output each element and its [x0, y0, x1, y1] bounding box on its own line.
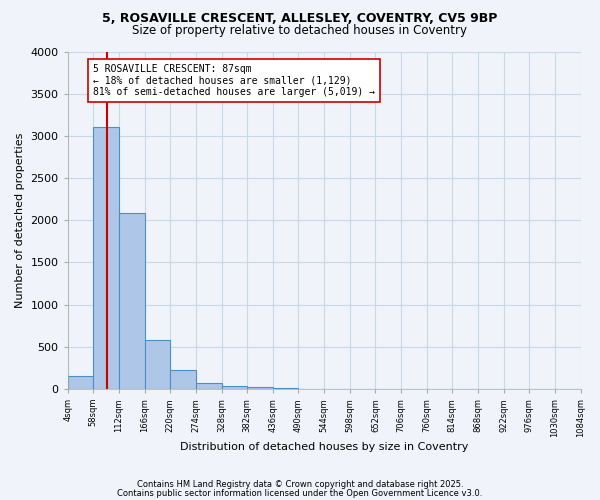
Bar	[273, 388, 298, 389]
Bar	[196, 384, 221, 389]
Bar	[221, 386, 247, 389]
Text: 5 ROSAVILLE CRESCENT: 87sqm
← 18% of detached houses are smaller (1,129)
81% of : 5 ROSAVILLE CRESCENT: 87sqm ← 18% of det…	[94, 64, 376, 98]
Bar	[145, 340, 170, 389]
Bar	[68, 376, 94, 389]
Y-axis label: Number of detached properties: Number of detached properties	[15, 132, 25, 308]
Bar	[94, 128, 119, 389]
Text: Contains HM Land Registry data © Crown copyright and database right 2025.: Contains HM Land Registry data © Crown c…	[137, 480, 463, 489]
Text: 5, ROSAVILLE CRESCENT, ALLESLEY, COVENTRY, CV5 9BP: 5, ROSAVILLE CRESCENT, ALLESLEY, COVENTR…	[103, 12, 497, 26]
Bar	[170, 370, 196, 389]
Text: Contains public sector information licensed under the Open Government Licence v3: Contains public sector information licen…	[118, 488, 482, 498]
Text: Size of property relative to detached houses in Coventry: Size of property relative to detached ho…	[133, 24, 467, 37]
Bar	[119, 214, 145, 389]
X-axis label: Distribution of detached houses by size in Coventry: Distribution of detached houses by size …	[180, 442, 468, 452]
Bar	[247, 387, 273, 389]
